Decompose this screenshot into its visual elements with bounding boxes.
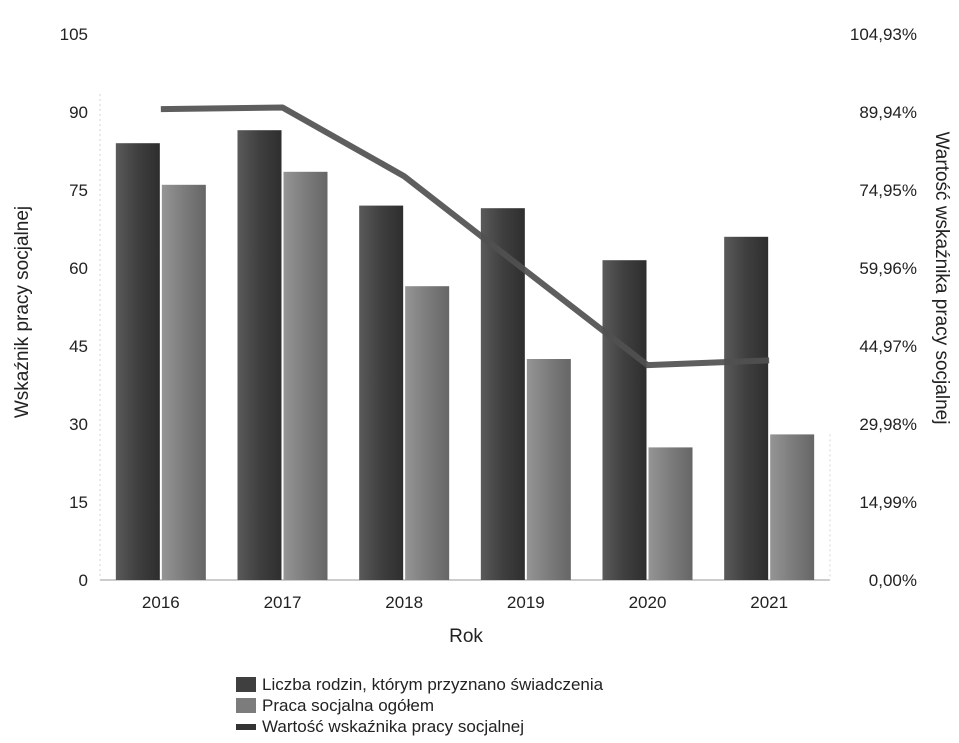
- legend: Liczba rodzin, którym przyznano świadcze…: [236, 674, 603, 737]
- x-tick-label: 2020: [629, 593, 667, 612]
- y2-tick-label: 0,00%: [869, 571, 917, 590]
- bar-families-2019: [480, 208, 525, 580]
- bar-families-2021: [724, 236, 769, 581]
- line-layer: [160, 104, 770, 369]
- y2-tick-label: 44,97%: [859, 337, 917, 356]
- bar-social-work-2017: [283, 171, 328, 581]
- legend-swatch-dark: [236, 677, 256, 692]
- bar-social-work-2019: [526, 359, 571, 580]
- y-tick-label: 30: [69, 415, 88, 434]
- legend-label-families: Liczba rodzin, którym przyznano świadcze…: [262, 675, 604, 694]
- bar-families-2020: [602, 260, 647, 580]
- left-axis-ticks: 0 15 30 45 60 75 90 105: [60, 25, 88, 590]
- x-tick-label: 2016: [142, 593, 180, 612]
- x-tick-label: 2018: [385, 593, 423, 612]
- bar-families-2018: [359, 205, 404, 580]
- y-tick-label: 75: [69, 181, 88, 200]
- y-tick-label: 0: [79, 571, 88, 590]
- x-tick-label: 2017: [264, 593, 302, 612]
- x-tick-label: 2019: [507, 593, 545, 612]
- y2-tick-label: 14,99%: [859, 493, 917, 512]
- y-tick-label: 45: [69, 337, 88, 356]
- y2-tick-label: 89,94%: [859, 103, 917, 122]
- y2-axis-title: Wartość wskaźnika pracy socjalnej: [931, 132, 952, 425]
- bar-social-work-2016: [161, 184, 206, 581]
- legend-item-indicator: Wartość wskaźnika pracy socjalnej: [236, 716, 603, 737]
- y-tick-label: 15: [69, 493, 88, 512]
- right-axis-ticks: 0,00% 14,99% 29,98% 44,97% 59,96% 74,95% 89,94…: [850, 25, 917, 590]
- y-tick-label: 105: [60, 25, 88, 44]
- bar-families-2016: [115, 143, 160, 580]
- line-indicator: [160, 104, 770, 369]
- y2-tick-label: 104,93%: [850, 25, 917, 44]
- y2-tick-label: 29,98%: [859, 415, 917, 434]
- legend-swatch-light: [236, 698, 256, 713]
- x-axis-ticks: 2016 2017 2018 2019 2020 2021: [142, 593, 788, 612]
- bar-social-work-2020: [648, 447, 693, 580]
- legend-swatch-line: [236, 723, 256, 730]
- y2-tick-label: 59,96%: [859, 259, 917, 278]
- bar-social-work-2018: [405, 286, 450, 580]
- x-axis-title: Rok: [449, 626, 483, 647]
- legend-item-social-work: Praca socjalna ogółem: [236, 695, 603, 716]
- y-tick-label: 60: [69, 259, 88, 278]
- legend-label-social-work: Praca socjalna ogółem: [262, 696, 434, 715]
- x-tick-label: 2021: [750, 593, 788, 612]
- legend-label-indicator: Wartość wskaźnika pracy socjalnej: [262, 717, 525, 736]
- plot-frame: [99, 94, 831, 581]
- bar-social-work-2021: [770, 434, 815, 580]
- y2-tick-label: 74,95%: [859, 181, 917, 200]
- legend-item-families: Liczba rodzin, którym przyznano świadcze…: [236, 674, 603, 695]
- y-axis-title: Wskaźnik pracy socjalnej: [12, 206, 33, 418]
- bars-layer: [115, 130, 815, 581]
- y-tick-label: 90: [69, 103, 88, 122]
- bar-families-2017: [237, 130, 282, 580]
